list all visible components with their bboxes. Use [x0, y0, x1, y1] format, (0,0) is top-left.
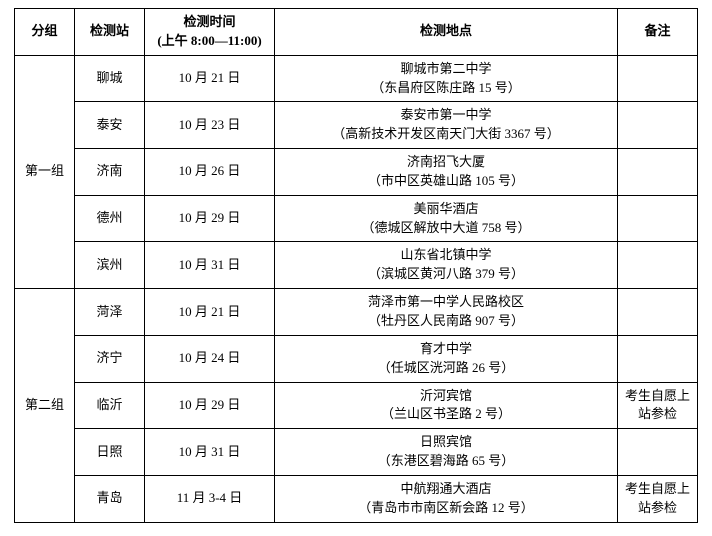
table-row: 第一组聊城10 月 21 日聊城市第二中学（东昌府区陈庄路 15 号）: [15, 55, 698, 102]
location-name: 美丽华酒店: [277, 200, 615, 219]
note-cell: [618, 149, 698, 196]
location-address: （兰山区书圣路 2 号）: [277, 405, 615, 424]
location-address: （市中区英雄山路 105 号）: [277, 172, 615, 191]
location-address: （东昌府区陈庄路 15 号）: [277, 79, 615, 98]
location-name: 菏泽市第一中学人民路校区: [277, 293, 615, 312]
time-cell: 10 月 23 日: [145, 102, 275, 149]
location-cell: 沂河宾馆（兰山区书圣路 2 号）: [275, 382, 618, 429]
location-name: 育才中学: [277, 340, 615, 359]
table-row: 济宁10 月 24 日育才中学（任城区洸河路 26 号）: [15, 335, 698, 382]
header-station: 检测站: [75, 9, 145, 56]
table-row: 第二组菏泽10 月 21 日菏泽市第一中学人民路校区（牡丹区人民南路 907 号…: [15, 289, 698, 336]
note-cell: [618, 242, 698, 289]
header-time-line1: 检测时间: [147, 13, 272, 32]
location-name: 济南招飞大厦: [277, 153, 615, 172]
station-cell: 日照: [75, 429, 145, 476]
station-cell: 德州: [75, 195, 145, 242]
station-cell: 菏泽: [75, 289, 145, 336]
note-cell: [618, 429, 698, 476]
location-cell: 美丽华酒店（德城区解放中大道 758 号）: [275, 195, 618, 242]
location-address: （东港区碧海路 65 号）: [277, 452, 615, 471]
table-row: 泰安10 月 23 日泰安市第一中学（高新技术开发区南天门大街 3367 号）: [15, 102, 698, 149]
location-name: 中航翔通大酒店: [277, 480, 615, 499]
time-cell: 10 月 29 日: [145, 195, 275, 242]
table-row: 日照10 月 31 日日照宾馆（东港区碧海路 65 号）: [15, 429, 698, 476]
note-cell: [618, 335, 698, 382]
time-cell: 10 月 26 日: [145, 149, 275, 196]
header-time: 检测时间 (上午 8:00—11:00): [145, 9, 275, 56]
time-cell: 10 月 24 日: [145, 335, 275, 382]
table-row: 青岛11 月 3-4 日中航翔通大酒店（青岛市市南区新会路 12 号）考生自愿上…: [15, 475, 698, 522]
group-cell: 第二组: [15, 289, 75, 522]
note-cell: [618, 289, 698, 336]
header-location: 检测地点: [275, 9, 618, 56]
location-name: 沂河宾馆: [277, 387, 615, 406]
location-address: （高新技术开发区南天门大街 3367 号）: [277, 125, 615, 144]
station-cell: 济宁: [75, 335, 145, 382]
table-row: 济南10 月 26 日济南招飞大厦（市中区英雄山路 105 号）: [15, 149, 698, 196]
header-group: 分组: [15, 9, 75, 56]
location-name: 山东省北镇中学: [277, 246, 615, 265]
location-cell: 聊城市第二中学（东昌府区陈庄路 15 号）: [275, 55, 618, 102]
location-cell: 泰安市第一中学（高新技术开发区南天门大街 3367 号）: [275, 102, 618, 149]
station-cell: 济南: [75, 149, 145, 196]
location-address: （德城区解放中大道 758 号）: [277, 219, 615, 238]
note-cell: [618, 102, 698, 149]
time-cell: 10 月 21 日: [145, 289, 275, 336]
station-cell: 临沂: [75, 382, 145, 429]
location-address: （任城区洸河路 26 号）: [277, 359, 615, 378]
location-name: 泰安市第一中学: [277, 106, 615, 125]
location-cell: 山东省北镇中学（滨城区黄河八路 379 号）: [275, 242, 618, 289]
note-cell: 考生自愿上站参检: [618, 475, 698, 522]
location-cell: 菏泽市第一中学人民路校区（牡丹区人民南路 907 号）: [275, 289, 618, 336]
header-time-line2: (上午 8:00—11:00): [147, 32, 272, 51]
time-cell: 10 月 29 日: [145, 382, 275, 429]
time-cell: 10 月 31 日: [145, 429, 275, 476]
time-cell: 11 月 3-4 日: [145, 475, 275, 522]
station-cell: 泰安: [75, 102, 145, 149]
location-name: 聊城市第二中学: [277, 60, 615, 79]
table-row: 滨州10 月 31 日山东省北镇中学（滨城区黄河八路 379 号）: [15, 242, 698, 289]
table-body: 第一组聊城10 月 21 日聊城市第二中学（东昌府区陈庄路 15 号）泰安10 …: [15, 55, 698, 522]
note-cell: [618, 195, 698, 242]
time-cell: 10 月 31 日: [145, 242, 275, 289]
schedule-table: 分组 检测站 检测时间 (上午 8:00—11:00) 检测地点 备注 第一组聊…: [14, 8, 698, 523]
location-address: （滨城区黄河八路 379 号）: [277, 265, 615, 284]
location-cell: 济南招飞大厦（市中区英雄山路 105 号）: [275, 149, 618, 196]
time-cell: 10 月 21 日: [145, 55, 275, 102]
location-address: （青岛市市南区新会路 12 号）: [277, 499, 615, 518]
location-cell: 日照宾馆（东港区碧海路 65 号）: [275, 429, 618, 476]
station-cell: 青岛: [75, 475, 145, 522]
station-cell: 滨州: [75, 242, 145, 289]
table-row: 临沂10 月 29 日沂河宾馆（兰山区书圣路 2 号）考生自愿上站参检: [15, 382, 698, 429]
note-cell: [618, 55, 698, 102]
location-cell: 中航翔通大酒店（青岛市市南区新会路 12 号）: [275, 475, 618, 522]
table-row: 德州10 月 29 日美丽华酒店（德城区解放中大道 758 号）: [15, 195, 698, 242]
station-cell: 聊城: [75, 55, 145, 102]
location-name: 日照宾馆: [277, 433, 615, 452]
location-cell: 育才中学（任城区洸河路 26 号）: [275, 335, 618, 382]
header-row: 分组 检测站 检测时间 (上午 8:00—11:00) 检测地点 备注: [15, 9, 698, 56]
note-cell: 考生自愿上站参检: [618, 382, 698, 429]
header-note: 备注: [618, 9, 698, 56]
group-cell: 第一组: [15, 55, 75, 288]
location-address: （牡丹区人民南路 907 号）: [277, 312, 615, 331]
